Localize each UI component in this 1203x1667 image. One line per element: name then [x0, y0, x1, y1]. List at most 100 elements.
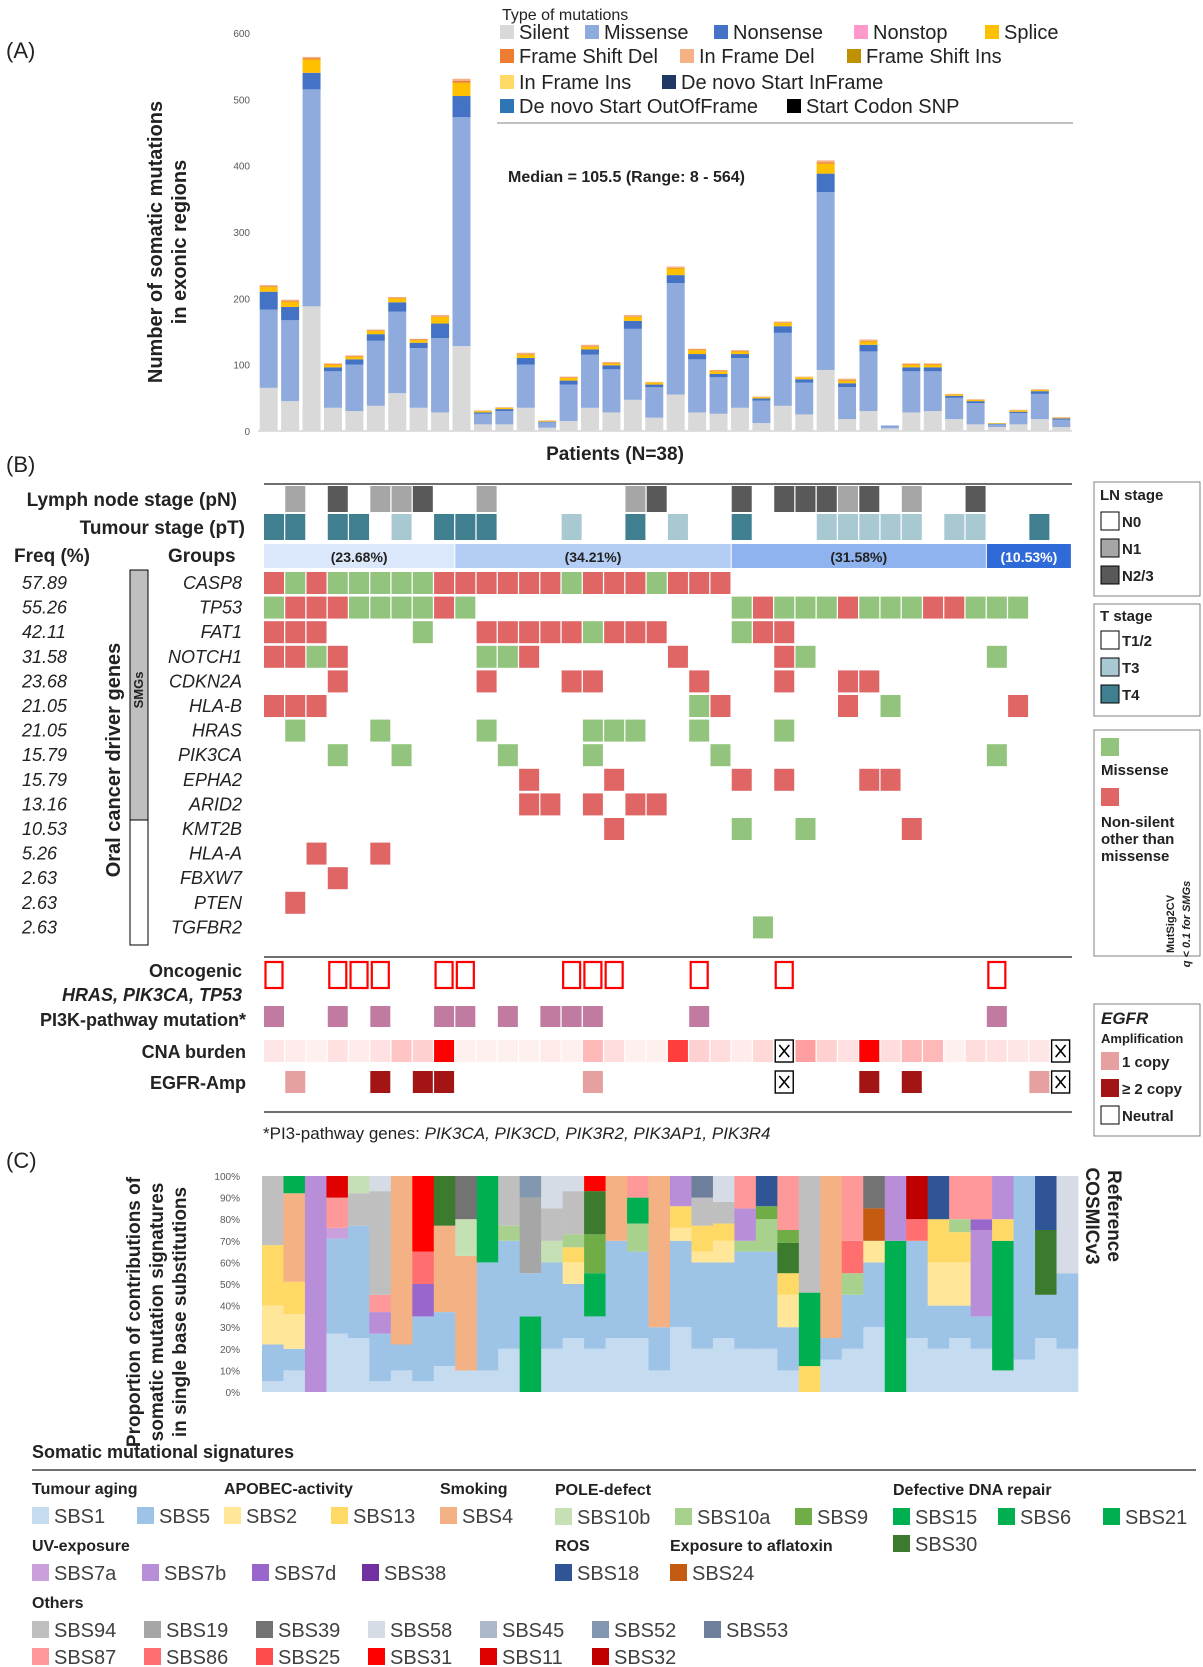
- missense-cell: [880, 695, 901, 717]
- nonsilent-cell: [689, 670, 710, 693]
- t-stage-cell: [1029, 514, 1050, 540]
- signature-group-title: Exposure to aflatoxin: [670, 1538, 833, 1555]
- mutation-bar-segment: [323, 407, 342, 431]
- signature-legend-label: SBS15: [915, 1507, 977, 1529]
- gene-name: TGFBR2: [171, 917, 242, 937]
- egfr-2copy-cell: [412, 1071, 433, 1093]
- mutation-bar-segment: [1052, 417, 1071, 418]
- signature-segment: [1056, 1273, 1079, 1349]
- mutation-bar-segment: [538, 420, 557, 422]
- signature-segment: [584, 1273, 606, 1317]
- signature-segment: [627, 1251, 649, 1338]
- gene-name: HRAS: [192, 721, 242, 741]
- gene-name: HLA-B: [189, 696, 242, 716]
- genes-axis-label: Oral cancer driver genes: [103, 643, 125, 878]
- signature-segment: [863, 1327, 886, 1392]
- pi3k-mutation-cell: [327, 1006, 348, 1027]
- ln-stage-cell: [859, 486, 880, 512]
- mutation-bar-segment: [902, 367, 921, 372]
- signature-segment: [734, 1251, 757, 1349]
- nonsilent-cell: [710, 572, 731, 594]
- signature-segment: [519, 1273, 542, 1317]
- signature-legend-label: SBS10a: [697, 1507, 771, 1529]
- group-segment: [455, 544, 731, 568]
- mutation-bar-segment: [602, 365, 621, 370]
- t-legend-swatch: [1100, 630, 1120, 650]
- signature-segment: [648, 1176, 671, 1328]
- mutation-bar-segment: [302, 56, 321, 59]
- mutation-bar-segment: [752, 423, 771, 431]
- group-segment: [731, 544, 986, 568]
- signature-segment: [347, 1176, 370, 1194]
- mutsig-legend-line1: MutSig2CV: [1165, 894, 1177, 953]
- nonsilent-cell: [476, 670, 497, 693]
- signature-segment: [691, 1197, 714, 1226]
- mutation-bar-segment: [795, 382, 814, 415]
- mutation-bar-segment: [838, 379, 857, 381]
- signature-segment: [777, 1176, 800, 1230]
- mutation-bar-segment: [602, 412, 621, 431]
- mutation-bar-segment: [859, 411, 878, 431]
- egfr-na-x: [778, 1075, 790, 1089]
- signature-segment: [712, 1176, 735, 1202]
- mutation-bar-segment: [645, 417, 664, 431]
- median-annotation: Median = 105.5 (Range: 8 - 564): [508, 169, 745, 186]
- mutation-bar-segment: [452, 80, 471, 83]
- nonsilent-cell: [646, 621, 667, 644]
- ln-legend-title: LN stage: [1100, 487, 1163, 504]
- mutation-bar-segment: [645, 384, 664, 388]
- signature-segment: [433, 1176, 456, 1226]
- mutation-bar-segment: [559, 380, 578, 385]
- cna-cell: [752, 1040, 773, 1062]
- oncogenic-mark: [328, 960, 348, 990]
- missense-cell: [285, 572, 306, 594]
- missense-cell: [795, 645, 816, 668]
- mutation-bar-segment: [688, 350, 707, 355]
- egfr-legend-label: ≥ 2 copy: [1122, 1081, 1183, 1098]
- mutation-bar-segment: [409, 338, 428, 340]
- mutation-legend-swatch: [662, 75, 676, 89]
- signature-segment: [820, 1338, 843, 1360]
- mutation-bar-segment: [431, 316, 450, 324]
- gene-name: NOTCH1: [168, 647, 242, 667]
- nonsilent-cell: [370, 842, 391, 865]
- mutation-bar-segment: [902, 364, 921, 368]
- signature-legend-label: SBS25: [278, 1647, 340, 1667]
- mutation-bar-segment: [730, 407, 749, 431]
- mutation-bar-segment: [345, 355, 364, 357]
- mutation-bar-segment: [559, 384, 578, 422]
- mutation-bar-segment: [838, 380, 857, 384]
- signature-segment: [841, 1240, 864, 1274]
- signature-group-title: Smoking: [440, 1481, 508, 1498]
- signature-segment: [584, 1234, 606, 1274]
- signature-legend-label: SBS24: [692, 1563, 754, 1585]
- signature-segment: [369, 1294, 392, 1313]
- cna-cell: [986, 1040, 1007, 1062]
- smg-label: SMGs: [131, 672, 146, 709]
- egfr-legend-label: Neutral: [1122, 1108, 1174, 1125]
- missense-cell: [731, 621, 752, 644]
- signature-group-title: POLE-defect: [555, 1482, 652, 1499]
- mutation-legend-label: In Frame Del: [699, 46, 815, 68]
- nonsilent-cell: [476, 621, 497, 644]
- mutation-bar-segment: [259, 286, 278, 288]
- missense-cell: [582, 744, 603, 767]
- signature-group-title: Defective DNA repair: [893, 1482, 1052, 1499]
- pi3k-mutation-cell: [434, 1006, 455, 1027]
- mutation-bar-segment: [730, 351, 749, 355]
- mutation-bar-segment: [388, 297, 407, 298]
- mutation-bar-segment: [859, 339, 878, 341]
- nonsilent-cell: [519, 768, 540, 791]
- signature-segment: [712, 1223, 735, 1241]
- cna-cell: [816, 1040, 837, 1062]
- mutation-bar-segment: [645, 382, 664, 385]
- nonsilent-cell: [497, 572, 518, 594]
- mutation-bar-segment: [923, 371, 942, 412]
- missense-cell: [582, 621, 603, 644]
- mutation-bar-segment: [516, 364, 535, 408]
- t-stage-cell: [455, 514, 476, 540]
- cna-cell: [901, 1040, 922, 1062]
- signature-segment: [949, 1176, 971, 1220]
- t-stage-cell: [816, 514, 837, 540]
- egfr-legend-swatch: [1101, 1052, 1119, 1070]
